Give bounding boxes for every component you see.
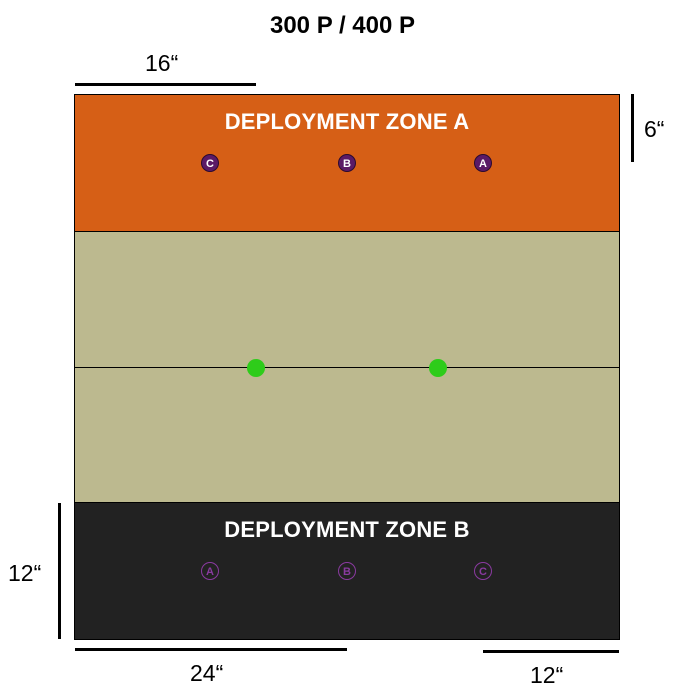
zone-b-marker-a: A [201, 562, 219, 580]
zone-b-marker-b: B [338, 562, 356, 580]
dim-bar-right-top [631, 94, 634, 162]
map-title: 300 P / 400 P [269, 12, 415, 39]
zone-b-title: DEPLOYMENT ZONE B [224, 517, 470, 542]
game-board: DEPLOYMENT ZONE A C B A DEPLOYMENT ZONE … [74, 94, 620, 640]
dim-bar-bottom-right [483, 650, 619, 653]
dim-bar-bottom-left [75, 648, 347, 651]
zone-a-marker-a: A [474, 154, 492, 172]
deployment-zone-b: DEPLOYMENT ZONE B A B C [75, 502, 619, 639]
dim-label-right-top: 6“ [644, 116, 665, 142]
dim-bar-top-left [75, 83, 256, 86]
zone-a-title: DEPLOYMENT ZONE A [224, 109, 470, 134]
deployment-zone-a: DEPLOYMENT ZONE A C B A [75, 95, 619, 232]
zone-a-marker-b: B [338, 154, 356, 172]
dim-label-top-left: 16“ [145, 50, 179, 76]
dim-label-bottom-right: 12“ [530, 662, 564, 688]
center-line [75, 367, 619, 368]
dim-bar-left-bottom [58, 503, 61, 639]
zone-b-marker-c: C [474, 562, 492, 580]
dim-label-left-bottom: 12“ [8, 560, 42, 586]
objective-marker-right [429, 359, 447, 377]
dim-label-bottom-left: 24“ [190, 660, 224, 686]
objective-marker-left [247, 359, 265, 377]
zone-a-marker-c: C [201, 154, 219, 172]
